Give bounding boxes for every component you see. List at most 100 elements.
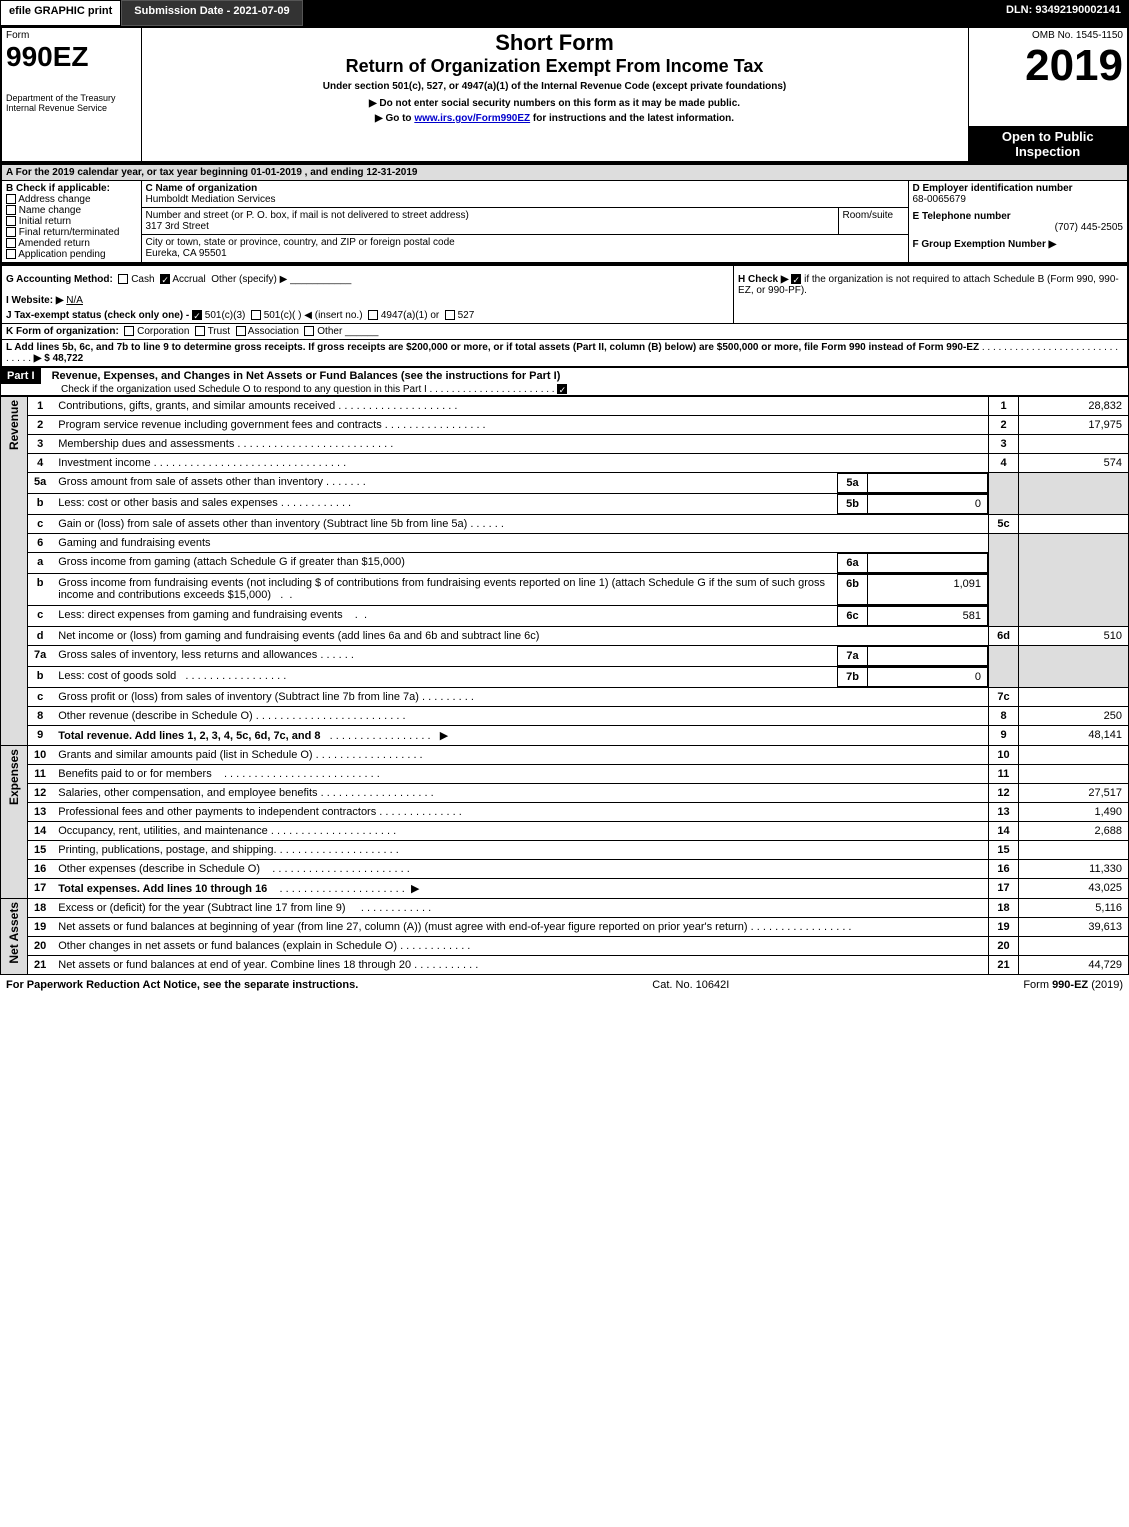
- line-4-num: 4: [28, 453, 53, 472]
- line-3-val: [1019, 434, 1129, 453]
- line-18-num: 18: [28, 898, 53, 917]
- expenses-vertical-label: Expenses: [7, 749, 21, 805]
- line-6c-sub: 6c: [838, 606, 868, 625]
- identity-block: A For the 2019 calendar year, or tax yea…: [0, 163, 1129, 264]
- part-i-heading: Revenue, Expenses, and Changes in Net As…: [44, 370, 561, 382]
- line-20-ref: 20: [989, 936, 1019, 955]
- line-6b-sub: 6b: [838, 574, 868, 604]
- form-header-table: Form 990EZ Department of the Treasury In…: [0, 26, 1129, 163]
- line-5b-sub: 5b: [838, 494, 868, 513]
- final-return-checkbox[interactable]: [6, 227, 16, 237]
- name-change-checkbox[interactable]: [6, 205, 16, 215]
- room-suite-label: Room/suite: [843, 210, 904, 221]
- other-specify: Other (specify) ▶: [211, 274, 287, 285]
- l-value: ▶ $ 48,722: [34, 353, 83, 364]
- init-return-checkbox[interactable]: [6, 216, 16, 226]
- form-subtitle-1: Under section 501(c), 527, or 4947(a)(1)…: [146, 81, 964, 92]
- line-7a-subval: [868, 646, 988, 665]
- accrual-checkbox[interactable]: ✓: [160, 274, 170, 284]
- j-4947-checkbox[interactable]: [368, 310, 378, 320]
- line-19-ref: 19: [989, 917, 1019, 936]
- line-15-ref: 15: [989, 840, 1019, 859]
- line-21-ref: 21: [989, 955, 1019, 974]
- k-corp-cb[interactable]: [124, 326, 134, 336]
- line-5c-val: [1019, 514, 1129, 533]
- submission-date: Submission Date - 2021-07-09: [121, 0, 302, 26]
- j-501c-checkbox[interactable]: [251, 310, 261, 320]
- line-6d-val: 510: [1019, 626, 1129, 645]
- addr-change-checkbox[interactable]: [6, 194, 16, 204]
- amended: Amended return: [18, 238, 90, 249]
- line-10-val: [1019, 745, 1129, 764]
- section-a: A For the 2019 calendar year, or tax yea…: [1, 164, 1128, 181]
- name-change: Name change: [19, 205, 81, 216]
- line-3-text: Membership dues and assessments: [58, 438, 234, 450]
- line-19-num: 19: [28, 917, 53, 936]
- k-other-cb[interactable]: [304, 326, 314, 336]
- h-checkbox[interactable]: ✓: [791, 274, 801, 284]
- amended-checkbox[interactable]: [6, 238, 16, 248]
- city-value: Eureka, CA 95501: [146, 248, 904, 259]
- line-7b-num: b: [28, 666, 53, 687]
- k-assoc-cb[interactable]: [236, 326, 246, 336]
- k-trust-cb[interactable]: [195, 326, 205, 336]
- line-2-ref: 2: [989, 415, 1019, 434]
- line-9-num: 9: [28, 725, 53, 745]
- line-5a-text: Gross amount from sale of assets other t…: [58, 476, 323, 488]
- line-1-val: 28,832: [1019, 396, 1129, 415]
- line-6-num: 6: [28, 533, 53, 552]
- omb-number: OMB No. 1545-1150: [973, 30, 1124, 41]
- line-21-text: Net assets or fund balances at end of ye…: [58, 959, 411, 971]
- gjkl-block: G Accounting Method: Cash ✓ Accrual Othe…: [0, 264, 1129, 368]
- line-10-ref: 10: [989, 745, 1019, 764]
- line-7c-val: [1019, 687, 1129, 706]
- irs-link[interactable]: www.irs.gov/Form990EZ: [414, 113, 530, 124]
- j-insert: ◀ (insert no.): [304, 310, 362, 321]
- j-501c: 501(c)( ): [264, 310, 302, 321]
- cash-checkbox[interactable]: [118, 274, 128, 284]
- line-7b-sub: 7b: [838, 667, 868, 686]
- top-bar: efile GRAPHIC print Submission Date - 20…: [0, 0, 1129, 26]
- line-17-ref: 17: [989, 878, 1019, 898]
- line-6c-text: Less: direct expenses from gaming and fu…: [58, 609, 342, 621]
- line-12-val: 27,517: [1019, 783, 1129, 802]
- line-6d-text: Net income or (loss) from gaming and fun…: [58, 630, 539, 642]
- j-527-checkbox[interactable]: [445, 310, 455, 320]
- h-label: H Check ▶: [738, 274, 788, 285]
- line-2-text: Program service revenue including govern…: [58, 419, 381, 431]
- k-corp: Corporation: [137, 326, 189, 337]
- line-6-text: Gaming and fundraising events: [52, 533, 988, 552]
- line-5b-num: b: [28, 493, 53, 514]
- k-other: Other: [317, 326, 342, 337]
- j-501c3-checkbox[interactable]: ✓: [192, 310, 202, 320]
- line-3-ref: 3: [989, 434, 1019, 453]
- app-pending-checkbox[interactable]: [6, 249, 16, 259]
- line-6b-num: b: [28, 573, 53, 605]
- line-14-num: 14: [28, 821, 53, 840]
- schedule-o-check-text: Check if the organization used Schedule …: [61, 384, 427, 395]
- line-14-text: Occupancy, rent, utilities, and maintena…: [58, 825, 268, 837]
- line-14-val: 2,688: [1019, 821, 1129, 840]
- goto-pre: ▶ Go to: [375, 113, 414, 124]
- org-name: Humboldt Mediation Services: [146, 194, 904, 205]
- line-4-ref: 4: [989, 453, 1019, 472]
- street-value: 317 3rd Street: [146, 221, 834, 232]
- k-trust: Trust: [208, 326, 230, 337]
- line-8-text: Other revenue (describe in Schedule O): [58, 710, 252, 722]
- line-12-text: Salaries, other compensation, and employ…: [58, 787, 317, 799]
- efile-print-button[interactable]: efile GRAPHIC print: [0, 0, 121, 26]
- init-return: Initial return: [19, 216, 71, 227]
- line-18-ref: 18: [989, 898, 1019, 917]
- line-2-num: 2: [28, 415, 53, 434]
- line-16-text: Other expenses (describe in Schedule O): [58, 863, 260, 875]
- i-label: I Website: ▶: [6, 295, 64, 306]
- line-3-num: 3: [28, 434, 53, 453]
- line-11-val: [1019, 764, 1129, 783]
- part-i-label: Part I: [1, 368, 41, 384]
- line-6d-ref: 6d: [989, 626, 1019, 645]
- schedule-o-checkbox[interactable]: ✓: [557, 384, 567, 394]
- irs-label: Internal Revenue Service: [6, 103, 137, 113]
- form-label: Form: [6, 30, 137, 41]
- line-5a-subval: [868, 473, 988, 492]
- pra-notice: For Paperwork Reduction Act Notice, see …: [6, 979, 358, 991]
